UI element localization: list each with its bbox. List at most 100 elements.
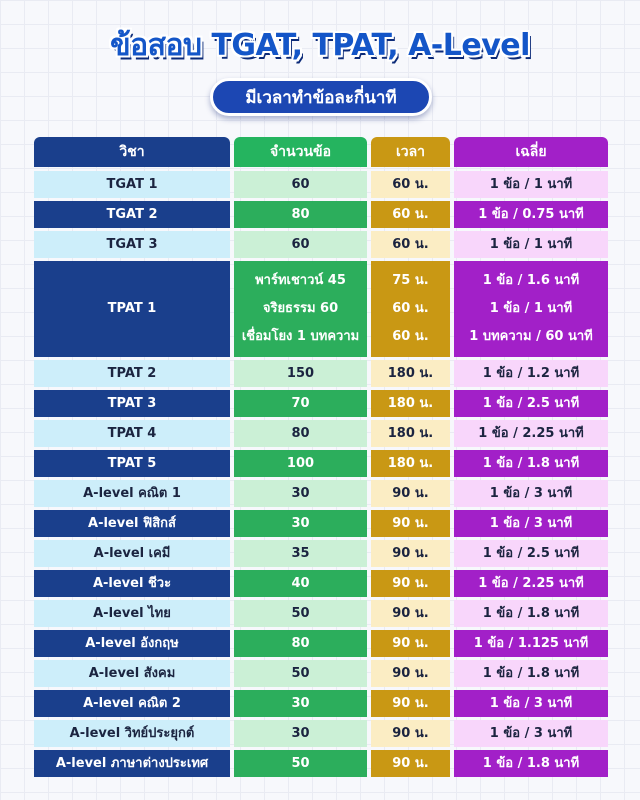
time-cell: 180 น. — [371, 390, 450, 417]
time-line: 90 น. — [392, 485, 429, 501]
time-line: 60 น. — [392, 329, 429, 345]
subject-cell: A-level สังคม — [34, 660, 230, 687]
average-line: 1 ข้อ / 2.5 นาที — [482, 545, 580, 561]
time-cell: 90 น. — [371, 630, 450, 657]
subject-cell: TPAT 2 — [34, 360, 230, 387]
time-cell: 90 น. — [371, 480, 450, 507]
count-line: 70 — [291, 395, 310, 411]
subject-cell: TPAT 3 — [34, 390, 230, 417]
count-cell: 80 — [234, 630, 367, 657]
time-cell: 90 น. — [371, 660, 450, 687]
time-line: 90 น. — [392, 605, 429, 621]
count-cell: 150 — [234, 360, 367, 387]
time-line: 90 น. — [392, 755, 429, 771]
average-line: 1 ข้อ / 1.8 นาที — [482, 665, 580, 681]
count-line: 30 — [291, 485, 310, 501]
average-line: 1 ข้อ / 1.125 นาที — [473, 635, 589, 651]
time-line: 60 น. — [392, 176, 429, 192]
time-cell: 90 น. — [371, 690, 450, 717]
time-line: 75 น. — [392, 273, 429, 289]
time-line: 90 น. — [392, 635, 429, 651]
count-cell: 100 — [234, 450, 367, 477]
time-cell: 90 น. — [371, 540, 450, 567]
count-line: 50 — [291, 665, 310, 681]
count-line: 100 — [286, 455, 315, 471]
average-line: 1 ข้อ / 1.6 นาที — [482, 273, 580, 289]
time-line: 90 น. — [392, 725, 429, 741]
subject-cell: TPAT 1 — [34, 261, 230, 357]
count-cell: 50 — [234, 750, 367, 777]
subject-cell: TGAT 2 — [34, 201, 230, 228]
average-cell: 1 ข้อ / 2.25 นาที — [454, 420, 608, 447]
average-line: 1 ข้อ / 1 นาที — [489, 176, 573, 192]
time-line: 60 น. — [392, 206, 429, 222]
count-cell: 60 — [234, 171, 367, 198]
subject-cell: A-level คณิต 2 — [34, 690, 230, 717]
time-cell: 180 น. — [371, 360, 450, 387]
count-line: 30 — [291, 695, 310, 711]
count-line: 60 — [291, 236, 310, 252]
time-cell: 60 น. — [371, 171, 450, 198]
time-line: 60 น. — [392, 236, 429, 252]
count-cell: 80 — [234, 201, 367, 228]
count-line: พาร์ทเชาวน์ 45 — [255, 273, 346, 289]
average-cell: 1 ข้อ / 1.8 นาที — [454, 600, 608, 627]
time-line: 90 น. — [392, 665, 429, 681]
count-cell: พาร์ทเชาวน์ 45 จริยธรรม 60 เชื่อมโยง 1 บทค… — [234, 261, 367, 357]
average-cell: 1 ข้อ / 3 นาที — [454, 720, 608, 747]
count-line: 35 — [291, 545, 310, 561]
subject-cell: A-level เคมี — [34, 540, 230, 567]
time-cell: 90 น. — [371, 720, 450, 747]
header-count: จำนวนข้อ — [234, 137, 367, 167]
average-cell: 1 ข้อ / 1.8 นาที — [454, 450, 608, 477]
count-cell: 50 — [234, 660, 367, 687]
subject-cell: A-level วิทย์ประยุกต์ — [34, 720, 230, 747]
time-line: 180 น. — [387, 425, 434, 441]
count-cell: 30 — [234, 510, 367, 537]
count-cell: 80 — [234, 420, 367, 447]
count-line: 60 — [291, 176, 310, 192]
count-line: 30 — [291, 515, 310, 531]
time-line: 90 น. — [392, 515, 429, 531]
time-cell: 75 น. 60 น. 60 น. — [371, 261, 450, 357]
average-line: 1 ข้อ / 1.8 นาที — [482, 755, 580, 771]
count-cell: 60 — [234, 231, 367, 258]
time-cell: 180 น. — [371, 450, 450, 477]
time-line: 180 น. — [387, 365, 434, 381]
count-cell: 30 — [234, 720, 367, 747]
average-line: 1 ข้อ / 1.8 นาที — [482, 605, 580, 621]
average-cell: 1 ข้อ / 1.8 นาที — [454, 750, 608, 777]
time-cell: 90 น. — [371, 570, 450, 597]
average-line: 1 ข้อ / 2.5 นาที — [482, 395, 580, 411]
average-line: 1 ข้อ / 2.25 นาที — [478, 425, 584, 441]
average-cell: 1 ข้อ / 3 นาที — [454, 690, 608, 717]
count-cell: 30 — [234, 690, 367, 717]
count-line: 50 — [291, 755, 310, 771]
time-cell: 60 น. — [371, 231, 450, 258]
average-cell: 1 ข้อ / 2.5 นาที — [454, 390, 608, 417]
time-cell: 90 น. — [371, 600, 450, 627]
time-cell: 90 น. — [371, 510, 450, 537]
average-cell: 1 ข้อ / 1.125 นาที — [454, 630, 608, 657]
time-cell: 90 น. — [371, 750, 450, 777]
subject-cell: A-level ฟิสิกส์ — [34, 510, 230, 537]
average-cell: 1 ข้อ / 1 นาที — [454, 231, 608, 258]
time-line: 180 น. — [387, 395, 434, 411]
average-cell: 1 ข้อ / 2.25 นาที — [454, 570, 608, 597]
subject-cell: A-level อังกฤษ — [34, 630, 230, 657]
header-average: เฉลี่ย — [454, 137, 608, 167]
count-line: 80 — [291, 635, 310, 651]
count-line: 80 — [291, 425, 310, 441]
average-cell: 1 ข้อ / 1.8 นาที — [454, 660, 608, 687]
count-cell: 50 — [234, 600, 367, 627]
count-line: 150 — [286, 365, 315, 381]
average-cell: 1 ข้อ / 3 นาที — [454, 510, 608, 537]
average-line: 1 ข้อ / 3 นาที — [489, 515, 573, 531]
time-line: 90 น. — [392, 575, 429, 591]
average-line: 1 ข้อ / 1.8 นาที — [482, 455, 580, 471]
time-line: 60 น. — [392, 301, 429, 317]
average-cell: 1 ข้อ / 1 นาที — [454, 171, 608, 198]
subject-cell: A-level ชีวะ — [34, 570, 230, 597]
average-cell: 1 ข้อ / 1.2 นาที — [454, 360, 608, 387]
subject-cell: TGAT 3 — [34, 231, 230, 258]
